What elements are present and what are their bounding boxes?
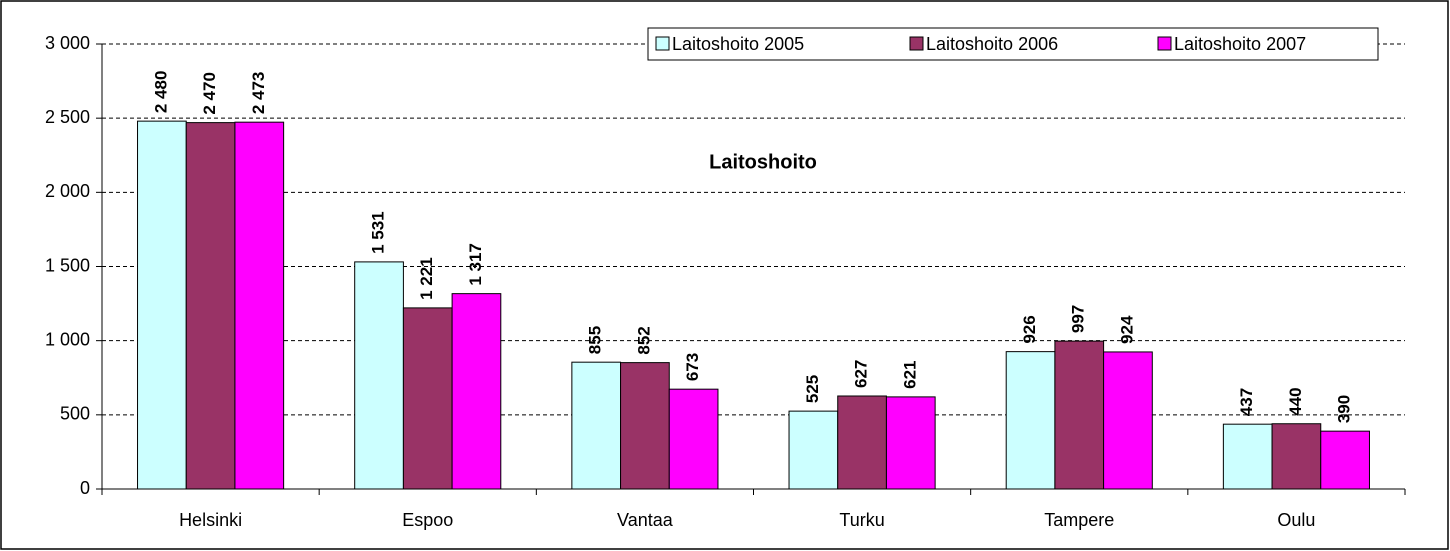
bar (788, 410, 839, 490)
bar (885, 396, 936, 490)
bar (1271, 423, 1322, 490)
bar (451, 293, 502, 490)
y-tick-label: 1 000 (45, 329, 90, 349)
bar (137, 120, 187, 490)
y-tick-label: 2 000 (45, 181, 90, 201)
y-tick-label: 0 (80, 478, 90, 498)
bar (571, 361, 622, 490)
legend-swatch (1157, 36, 1172, 51)
y-tick-label: 1 500 (45, 255, 90, 275)
data-label: 1 317 (466, 243, 485, 286)
data-label: 1 531 (369, 211, 388, 254)
x-tick-label: Vantaa (617, 510, 674, 530)
data-label: 390 (1335, 395, 1354, 423)
bar (668, 388, 719, 490)
data-label: 2 473 (249, 72, 268, 115)
data-label: 852 (634, 326, 653, 354)
bar (1054, 340, 1105, 490)
y-tick-label: 500 (60, 404, 90, 424)
chart-title: Laitoshoito (709, 151, 817, 173)
x-tick-label: Turku (839, 510, 884, 530)
data-label: 997 (1069, 305, 1088, 333)
data-label: 437 (1237, 388, 1256, 416)
data-label: 621 (900, 361, 919, 389)
bar (837, 395, 887, 490)
legend-swatch (655, 36, 670, 51)
bar (354, 261, 404, 490)
data-label: 2 480 (151, 71, 170, 114)
legend-label: Laitoshoito 2006 (926, 34, 1058, 54)
bar (1222, 423, 1273, 490)
data-label: 926 (1020, 315, 1039, 343)
x-tick-label: Oulu (1277, 510, 1315, 530)
bar (402, 307, 453, 490)
legend-swatch (909, 36, 924, 51)
y-tick-label: 2 500 (45, 107, 90, 127)
x-tick-label: Helsinki (179, 510, 242, 530)
data-label: 525 (803, 375, 822, 403)
bar (620, 362, 670, 490)
bar (234, 121, 285, 490)
data-label: 2 470 (200, 72, 219, 115)
bar (1005, 351, 1056, 490)
y-tick-label: 3 000 (45, 33, 90, 53)
legend-box (647, 27, 1379, 61)
bar (1103, 351, 1153, 490)
legend-label: Laitoshoito 2007 (1174, 34, 1306, 54)
x-tick-label: Tampere (1044, 510, 1114, 530)
bar (185, 122, 236, 490)
data-label: 855 (586, 326, 605, 354)
data-label: 440 (1286, 387, 1305, 415)
data-label: 924 (1117, 315, 1136, 344)
data-label: 627 (852, 360, 871, 388)
bar (1320, 430, 1370, 490)
data-label: 1 221 (417, 257, 436, 300)
x-tick-label: Espoo (402, 510, 453, 530)
legend-label: Laitoshoito 2005 (672, 34, 804, 54)
data-label: 673 (683, 353, 702, 381)
